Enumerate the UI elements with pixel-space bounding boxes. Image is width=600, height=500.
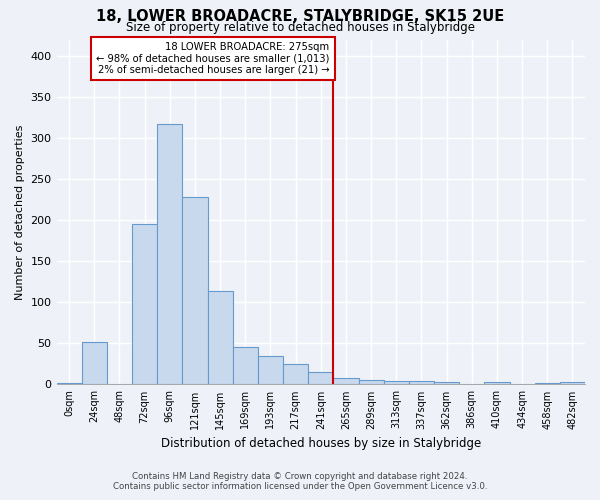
Bar [409, 381, 434, 384]
Bar [359, 380, 383, 384]
Text: Contains HM Land Registry data © Crown copyright and database right 2024.
Contai: Contains HM Land Registry data © Crown c… [113, 472, 487, 491]
Bar [233, 346, 258, 385]
Bar [535, 383, 560, 384]
Bar [283, 364, 308, 384]
Bar [157, 124, 182, 384]
Text: Size of property relative to detached houses in Stalybridge: Size of property relative to detached ho… [125, 21, 475, 34]
Bar [484, 382, 509, 384]
Bar [132, 224, 157, 384]
Bar [258, 356, 283, 384]
Bar [308, 372, 334, 384]
Bar [182, 198, 208, 384]
Text: 18, LOWER BROADACRE, STALYBRIDGE, SK15 2UE: 18, LOWER BROADACRE, STALYBRIDGE, SK15 2… [96, 9, 504, 24]
X-axis label: Distribution of detached houses by size in Stalybridge: Distribution of detached houses by size … [161, 437, 481, 450]
Bar [434, 382, 459, 384]
Bar [383, 381, 409, 384]
Text: 18 LOWER BROADACRE: 275sqm
← 98% of detached houses are smaller (1,013)
2% of se: 18 LOWER BROADACRE: 275sqm ← 98% of deta… [96, 42, 329, 75]
Bar [560, 382, 585, 384]
Bar [208, 291, 233, 384]
Bar [56, 383, 82, 384]
Bar [82, 342, 107, 384]
Bar [334, 378, 359, 384]
Y-axis label: Number of detached properties: Number of detached properties [15, 124, 25, 300]
